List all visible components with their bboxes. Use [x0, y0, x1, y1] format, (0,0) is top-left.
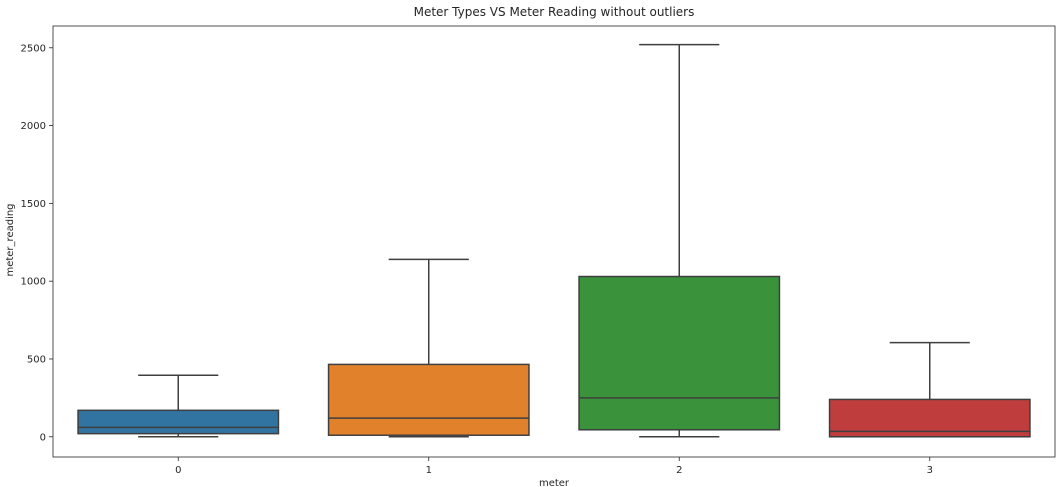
- y-tick-label-2000: 2000: [21, 121, 46, 132]
- y-tick-label-1500: 1500: [21, 199, 46, 210]
- box-0-iqr-rect: [77, 409, 280, 435]
- plot-area: 0 500 1000 1500 2000 2500 0 1 2 3: [21, 25, 1056, 476]
- box-2-iqr-rect: [578, 275, 781, 431]
- y-tick-label-1000: 1000: [21, 277, 46, 288]
- y-axis-label: meter_reading: [5, 203, 16, 276]
- y-tick-label-500: 500: [27, 354, 46, 365]
- x-axis-label: meter: [539, 478, 570, 487]
- x-tick-label-3: 3: [927, 465, 933, 476]
- box-1-iqr-rect: [327, 363, 530, 436]
- plot-frame: [52, 25, 1056, 458]
- y-tick-label-0: 0: [40, 432, 46, 443]
- x-tick-label-0: 0: [175, 465, 181, 476]
- x-tick-label-1: 1: [426, 465, 432, 476]
- chart-title: Meter Types VS Meter Reading without out…: [414, 5, 695, 19]
- y-tick-label-2500: 2500: [21, 43, 46, 54]
- box-3-iqr-rect: [828, 398, 1031, 438]
- x-tick-label-2: 2: [676, 465, 682, 476]
